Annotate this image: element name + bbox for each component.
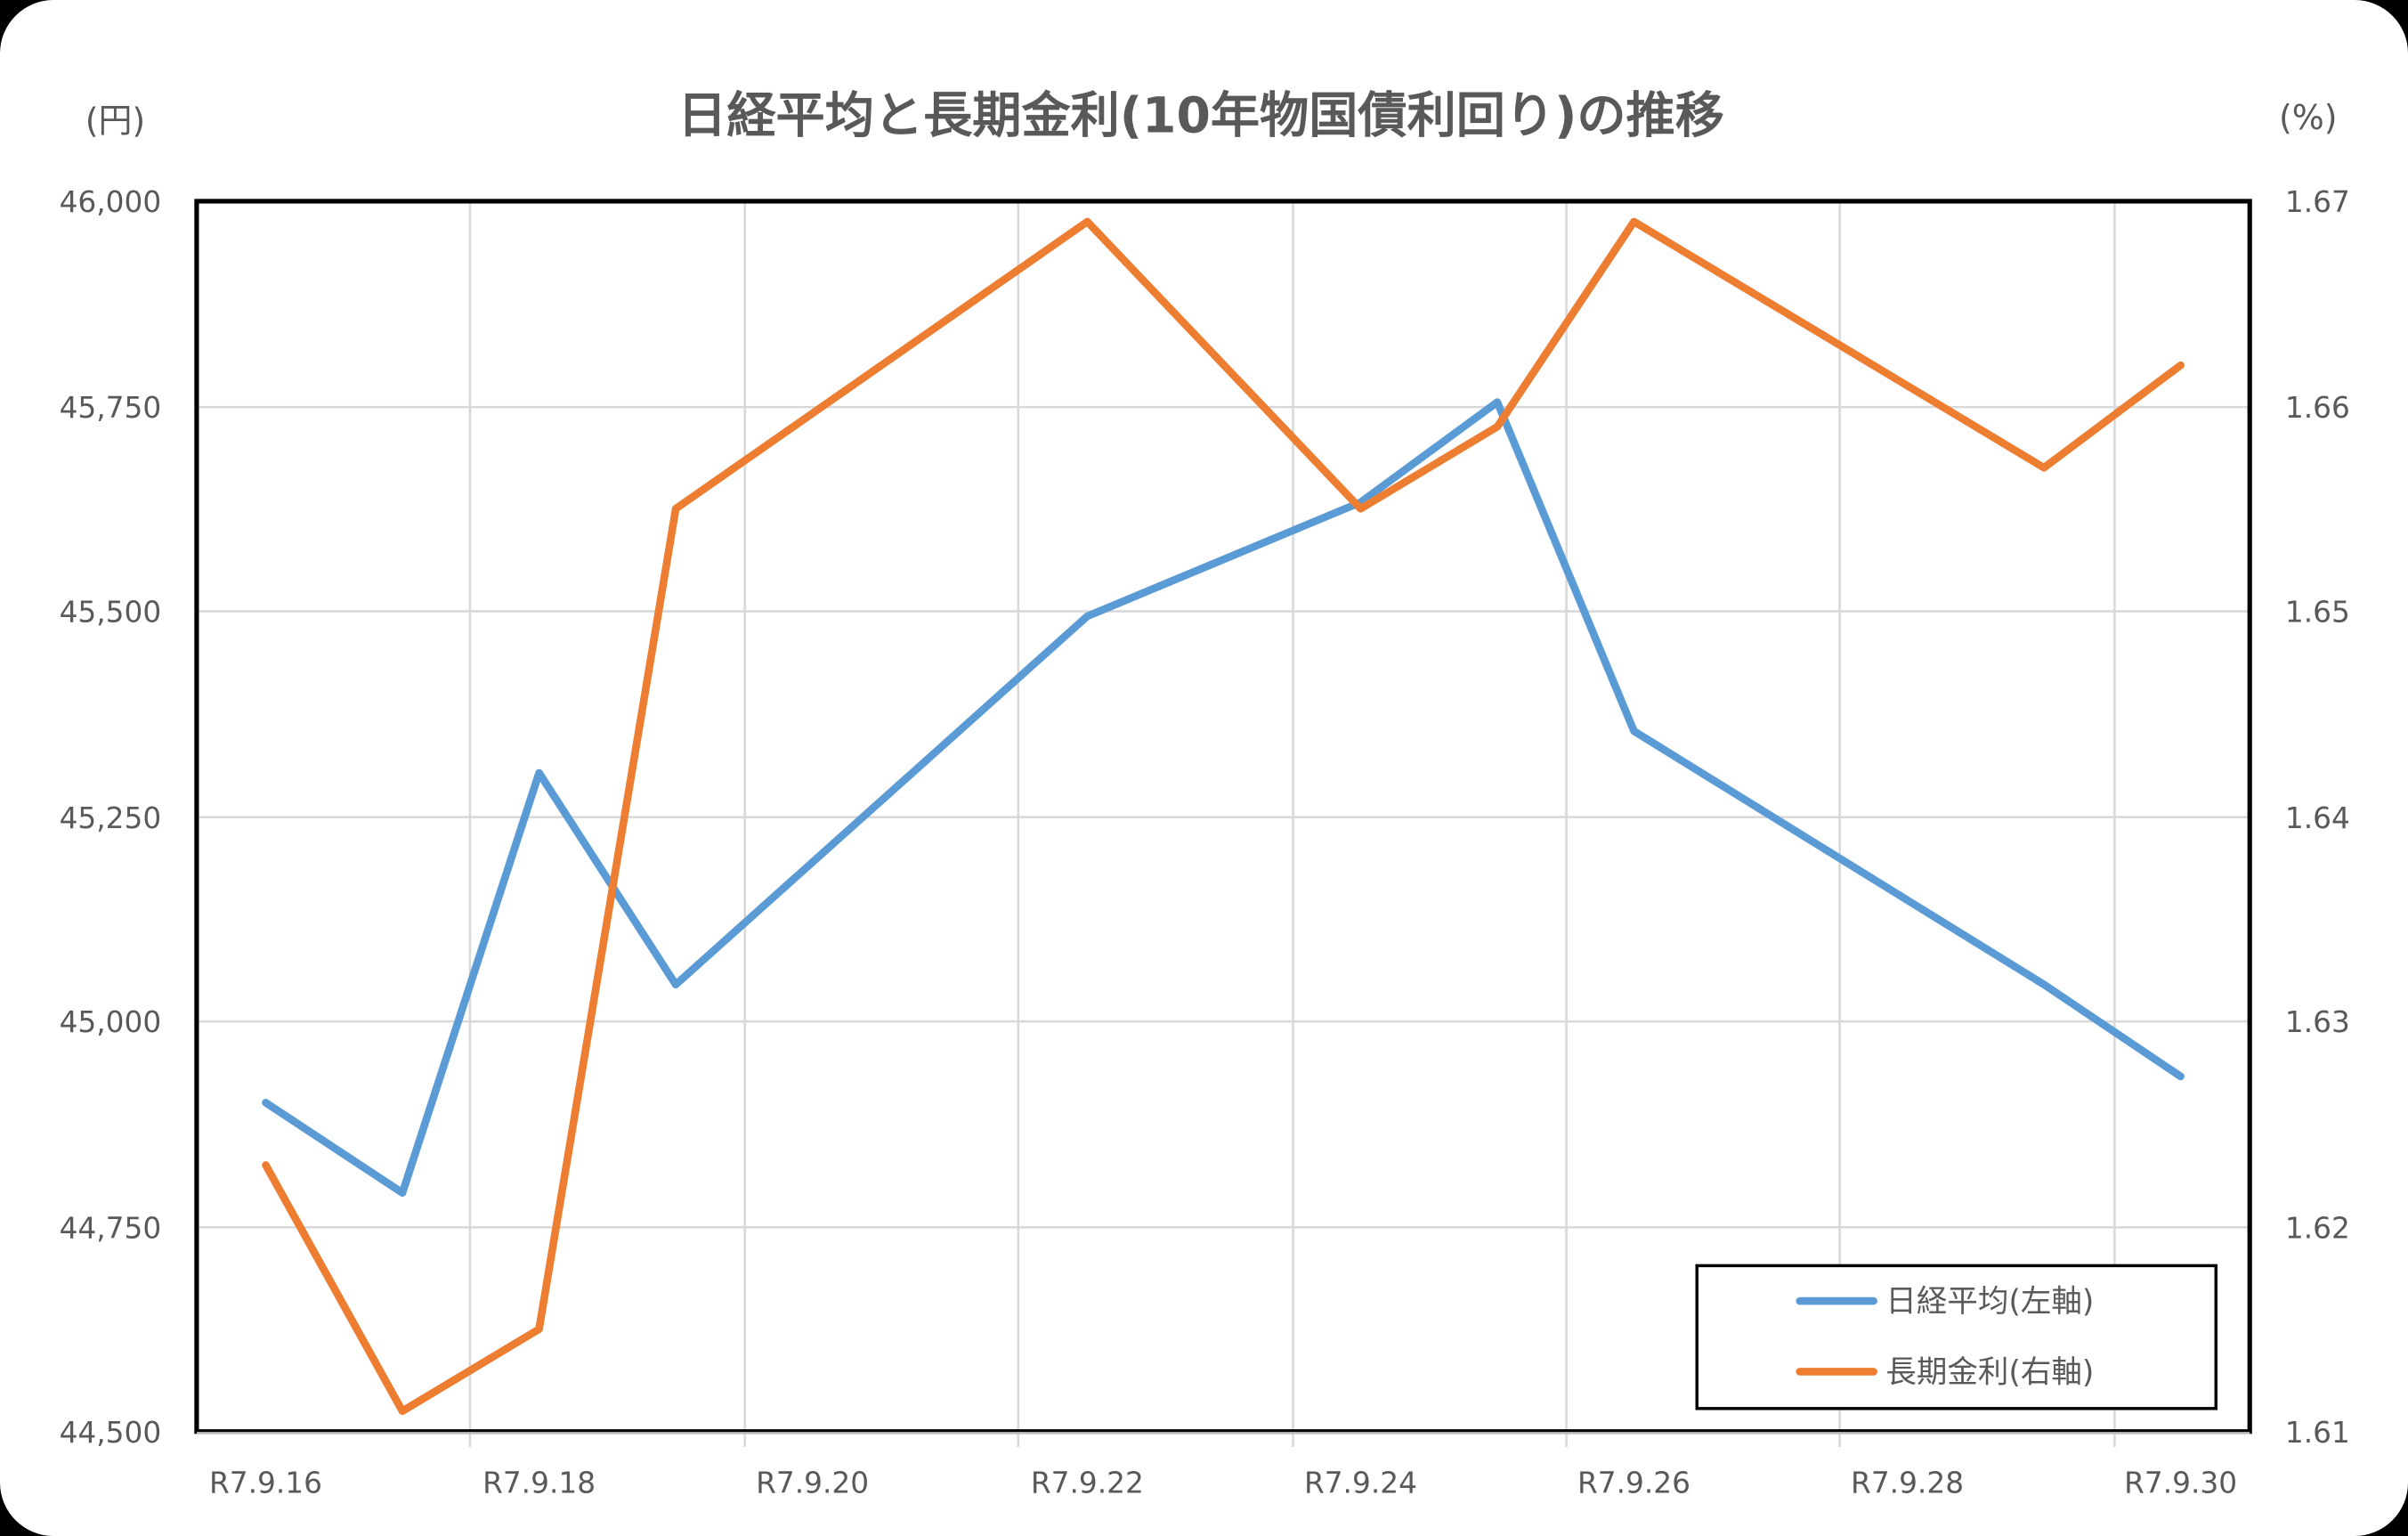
chart-title: 日経平均と長期金利(10年物国債利回り)の推移 (677, 87, 1724, 144)
plot-area (194, 199, 2252, 1434)
left-y-axis: 46,000 45,750 45,500 45,250 45,000 44,75… (60, 185, 162, 1450)
y-right-tick: 1.64 (2285, 801, 2350, 835)
x-tick: R7.9.28 (1851, 1467, 1964, 1500)
x-tick: R7.9.24 (1304, 1467, 1417, 1500)
right-y-axis: 1.67 1.66 1.65 1.64 1.63 1.62 1.61 (2285, 185, 2350, 1450)
y-right-tick: 1.66 (2285, 391, 2350, 425)
y-left-tick: 45,000 (60, 1005, 162, 1039)
y-right-tick: 1.62 (2285, 1211, 2350, 1245)
y-right-tick: 1.67 (2285, 185, 2350, 219)
x-tick: R7.9.18 (482, 1467, 596, 1500)
series-line-nikkei[interactable] (262, 398, 2185, 1197)
gridlines (196, 200, 2250, 1447)
y-left-tick: 45,500 (60, 596, 162, 630)
y-right-tick: 1.61 (2285, 1416, 2350, 1450)
series-line-long-term-rate[interactable] (262, 217, 2185, 1416)
y-right-tick: 1.63 (2285, 1005, 2350, 1039)
x-tick: R7.9.16 (209, 1467, 322, 1500)
x-axis: R7.9.16 R7.9.18 R7.9.20 R7.9.22 R7.9.24 … (209, 1467, 2237, 1500)
y-left-tick: 45,250 (60, 801, 162, 835)
x-tick: R7.9.20 (756, 1467, 869, 1500)
y-left-tick: 44,500 (60, 1416, 162, 1450)
x-tick: R7.9.30 (2124, 1467, 2237, 1500)
left-axis-unit: (円) (85, 101, 146, 140)
x-tick: R7.9.26 (1577, 1467, 1690, 1500)
right-axis-unit: (%) (2279, 98, 2338, 137)
legend-label-rate: 長期金利(右軸) (1885, 1354, 2094, 1390)
y-left-tick: 44,750 (60, 1211, 162, 1245)
legend-label-nikkei: 日経平均(左軸) (1885, 1284, 2094, 1320)
y-right-tick: 1.65 (2285, 596, 2350, 630)
legend: 日経平均(左軸) 長期金利(右軸) (1695, 1264, 2217, 1410)
y-left-tick: 46,000 (60, 185, 162, 219)
y-left-tick: 45,750 (60, 391, 162, 425)
x-tick: R7.9.22 (1031, 1467, 1144, 1500)
